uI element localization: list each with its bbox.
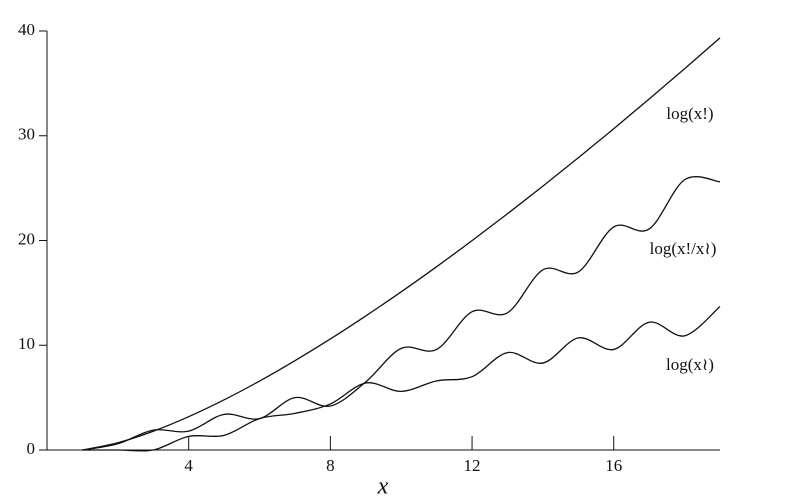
- x-tick-label: 4: [184, 456, 193, 475]
- x-tick-label: 8: [326, 456, 335, 475]
- x-tick-label: 16: [605, 456, 622, 475]
- series-line: [82, 37, 721, 451]
- x-axis-label: x: [377, 474, 389, 500]
- x-tick-label: 12: [464, 456, 481, 475]
- y-tick-label: 40: [18, 20, 35, 39]
- y-tick-label: 0: [27, 439, 36, 458]
- series-line: [82, 305, 721, 452]
- series-label: log(x≀): [666, 355, 714, 374]
- y-tick-label: 20: [18, 229, 35, 248]
- series-line: [82, 176, 721, 451]
- series-label: log(x!/x≀): [650, 239, 717, 258]
- series-label: log(x!): [666, 104, 713, 123]
- y-tick-label: 10: [18, 334, 35, 353]
- y-tick-label: 30: [18, 125, 35, 144]
